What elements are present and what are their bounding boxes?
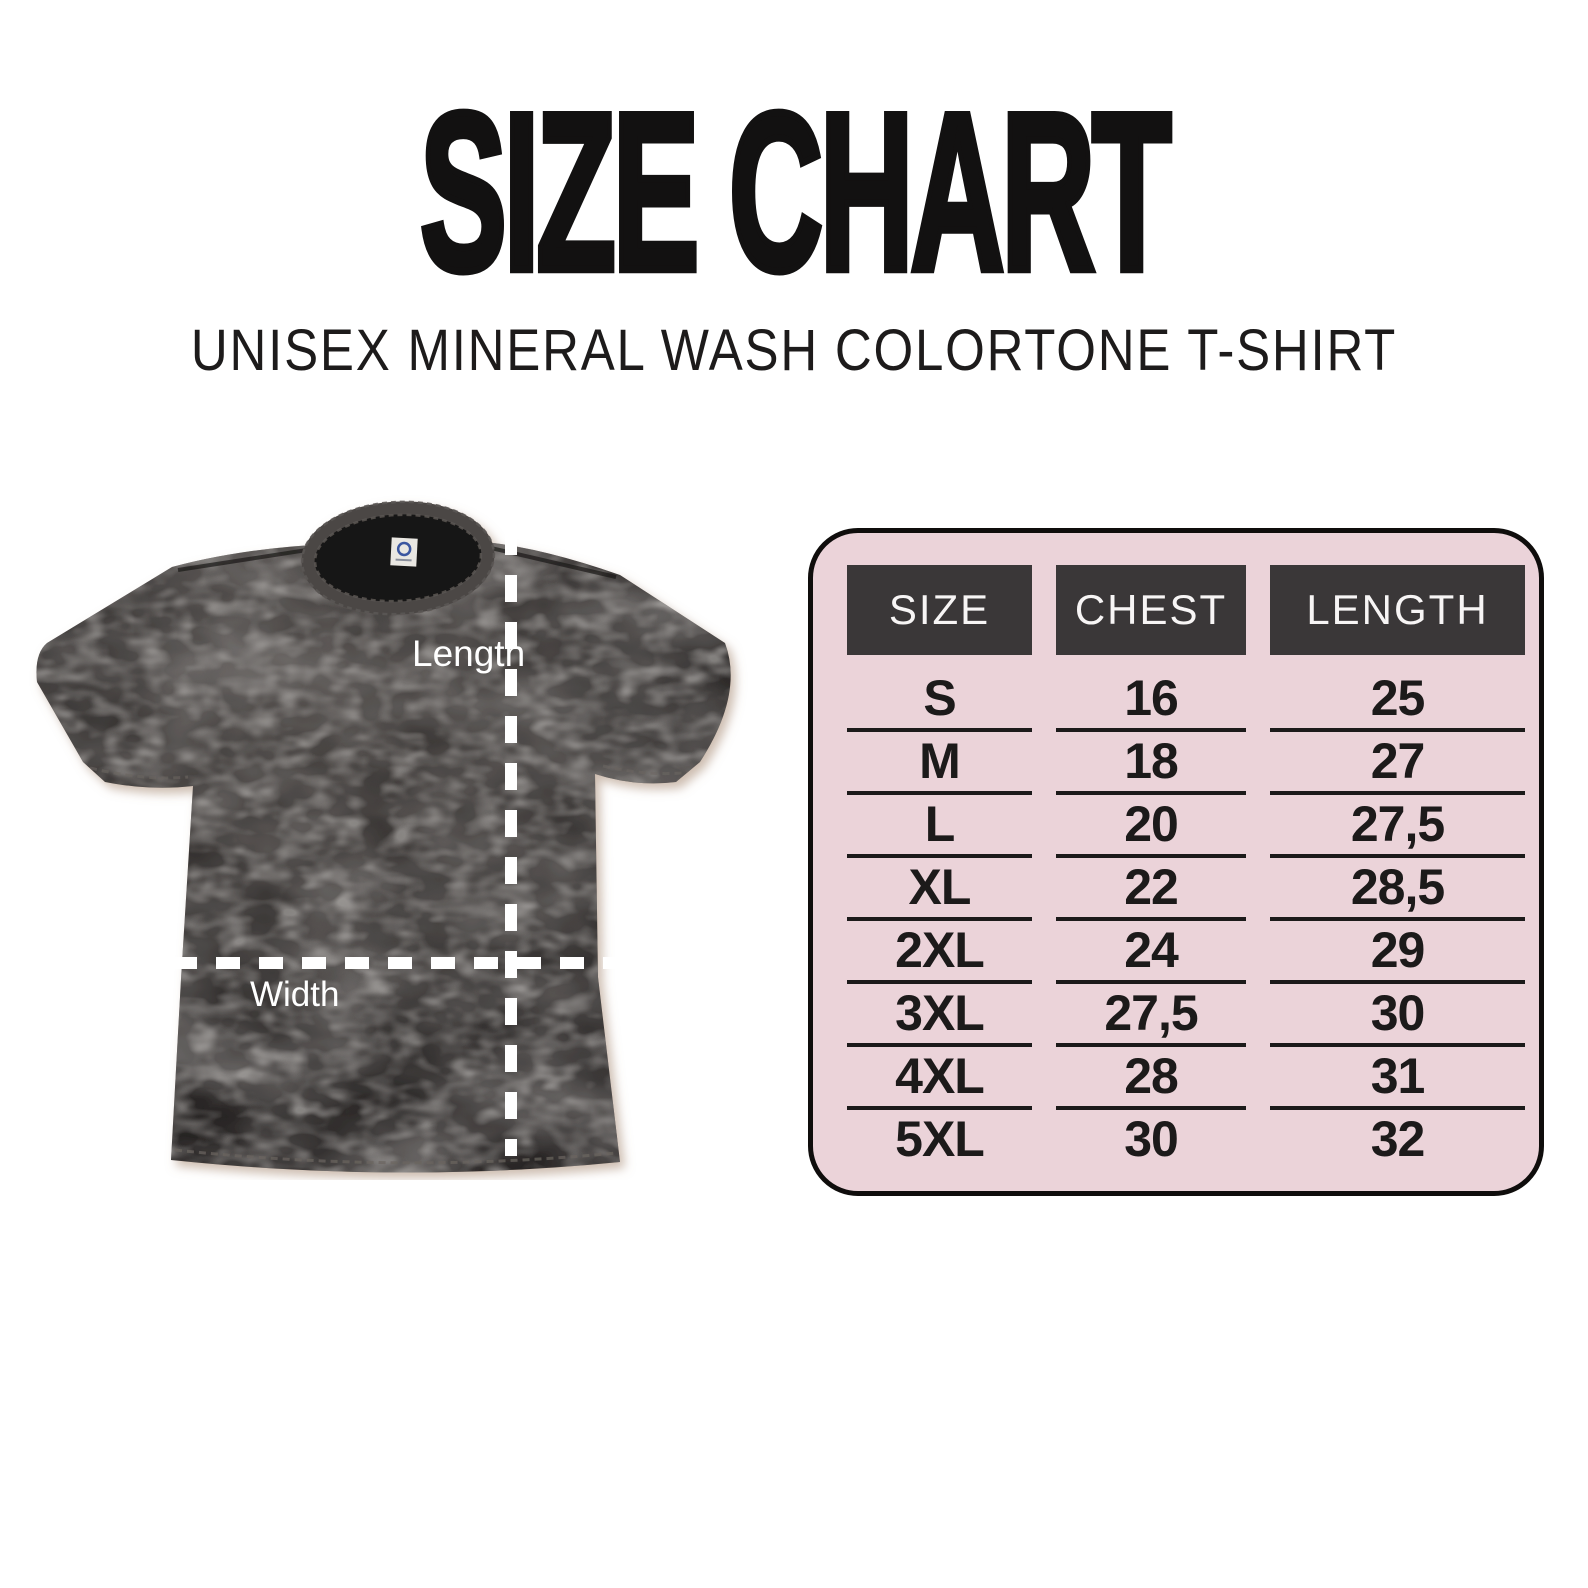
table-cell-size: S [847, 669, 1032, 732]
column-header-size: SIZE [847, 565, 1032, 655]
table-cell-chest: 27,5 [1056, 984, 1246, 1047]
table-cell-length: 28,5 [1270, 858, 1525, 921]
table-cell-length: 25 [1270, 669, 1525, 732]
table-cell-size: XL [847, 858, 1032, 921]
collar-tag [390, 537, 418, 567]
table-cell-length: 32 [1370, 1111, 1426, 1167]
table-cell-length: 27,5 [1270, 795, 1525, 858]
table-cell-size: M [847, 732, 1032, 795]
table-cell-size: 4XL [847, 1047, 1032, 1110]
table-cell-size: L [847, 795, 1032, 858]
page-subtitle: UNISEX MINERAL WASH COLORTONE T-SHIRT [190, 318, 1398, 383]
column-header-chest: CHEST [1056, 565, 1246, 655]
table-cell-size: 2XL [847, 921, 1032, 984]
table-cell-length: 31 [1270, 1047, 1525, 1110]
page-title: SIZE CHART [418, 65, 1174, 318]
tshirt-measurement-diagram: Length Width [36, 500, 731, 1173]
size-table-body: S 16 25 M 18 27 L 20 27,5 XL 22 28,5 2XL… [813, 669, 1539, 1173]
table-cell-length: 27 [1270, 732, 1525, 795]
table-cell-length: 30 [1270, 984, 1525, 1047]
size-table: SIZE CHEST LENGTH S 16 25 M 18 27 L 20 2… [808, 528, 1544, 1196]
table-cell-chest: 28 [1056, 1047, 1246, 1110]
table-cell-chest: 30 [1124, 1111, 1179, 1167]
column-header-length: LENGTH [1270, 565, 1525, 655]
table-cell-chest: 24 [1056, 921, 1246, 984]
width-label: Width [250, 975, 339, 1014]
length-label: Length [412, 633, 525, 674]
tshirt-photo [36, 500, 731, 1173]
collar [300, 500, 496, 616]
table-cell-chest: 18 [1056, 732, 1246, 795]
table-cell-size: 5XL [895, 1111, 985, 1167]
table-cell-length: 29 [1270, 921, 1525, 984]
size-table-header: SIZE CHEST LENGTH [813, 565, 1539, 655]
table-cell-chest: 16 [1056, 669, 1246, 732]
table-cell-size: 3XL [847, 984, 1032, 1047]
table-cell-chest: 22 [1056, 858, 1246, 921]
table-cell-chest: 20 [1056, 795, 1246, 858]
